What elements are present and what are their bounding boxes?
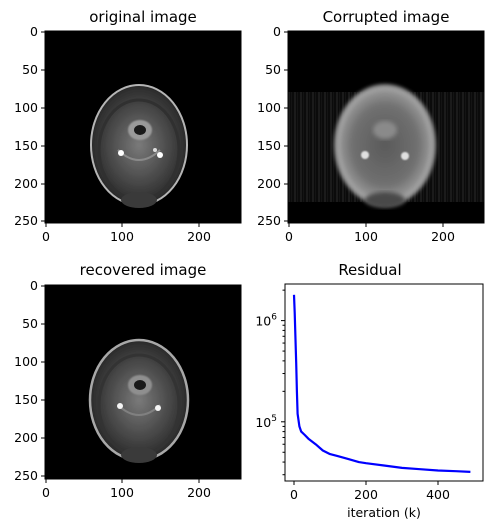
svg-text:100: 100 <box>257 100 281 115</box>
plot-frame <box>44 284 242 480</box>
svg-text:50: 50 <box>22 316 38 331</box>
y-tick-label: 106 <box>255 313 277 329</box>
plot-frame <box>44 30 242 224</box>
x-tick-label: 200 <box>354 487 378 502</box>
x-ticks-recovered: 0 100 200 <box>42 479 211 500</box>
svg-text:250: 250 <box>14 468 38 483</box>
svg-text:150: 150 <box>14 392 38 407</box>
y-ticks-recovered: 0 50 100 150 200 250 <box>14 278 45 483</box>
svg-text:100: 100 <box>14 100 38 115</box>
residual-plot-frame <box>284 283 484 482</box>
svg-text:200: 200 <box>187 229 211 244</box>
panel-title-recovered: recovered image <box>80 261 207 279</box>
svg-text:100: 100 <box>110 229 134 244</box>
y-ticks-original: 0 50 100 150 200 250 <box>14 24 45 228</box>
svg-text:200: 200 <box>187 485 211 500</box>
x-tick-label: 400 <box>426 487 450 502</box>
panel-original: original image 0 100 200 <box>14 8 242 244</box>
svg-text:200: 200 <box>431 229 455 244</box>
y-tick-label: 105 <box>255 414 277 430</box>
panel-recovered: recovered image 0 100 200 <box>14 261 242 500</box>
residual-x-ticks: 0 200 400 <box>290 481 450 502</box>
svg-text:0: 0 <box>30 278 38 293</box>
svg-text:100: 100 <box>354 229 378 244</box>
x-ticks-corrupted: 0 100 200 <box>285 223 455 244</box>
residual-y-ticks: 105 106 <box>255 313 285 430</box>
panel-title-residual: Residual <box>338 261 401 279</box>
svg-text:200: 200 <box>257 176 281 191</box>
corrupted-mri-image <box>288 31 484 223</box>
svg-text:150: 150 <box>257 138 281 153</box>
panel-title-corrupted: Corrupted image <box>323 8 450 26</box>
svg-text:0: 0 <box>273 24 281 39</box>
svg-text:0: 0 <box>285 229 293 244</box>
x-tick-label: 0 <box>290 487 298 502</box>
svg-text:100: 100 <box>14 354 38 369</box>
svg-text:50: 50 <box>22 62 38 77</box>
svg-text:250: 250 <box>257 213 281 228</box>
original-mri-image <box>45 31 241 223</box>
recovered-mri-image <box>45 285 241 479</box>
panel-title-original: original image <box>89 8 197 26</box>
svg-text:0: 0 <box>42 485 50 500</box>
panel-residual: Residual 0 200 400 105 106 iteration (k) <box>255 261 484 520</box>
residual-series-line <box>292 294 471 473</box>
svg-text:200: 200 <box>14 430 38 445</box>
panel-corrupted: Corrupted image 0 100 200 0 <box>257 8 485 244</box>
svg-text:50: 50 <box>265 62 281 77</box>
svg-text:0: 0 <box>30 24 38 39</box>
svg-text:0: 0 <box>42 229 50 244</box>
x-ticks-original: 0 100 200 <box>42 223 211 244</box>
svg-text:200: 200 <box>14 176 38 191</box>
svg-text:150: 150 <box>14 138 38 153</box>
y-ticks-corrupted: 0 50 100 150 200 250 <box>257 24 288 228</box>
residual-y-minor-ticks <box>282 289 285 476</box>
svg-text:100: 100 <box>110 485 134 500</box>
plot-frame <box>287 30 485 224</box>
svg-text:250: 250 <box>14 213 38 228</box>
residual-x-axis-label: iteration (k) <box>347 505 421 520</box>
